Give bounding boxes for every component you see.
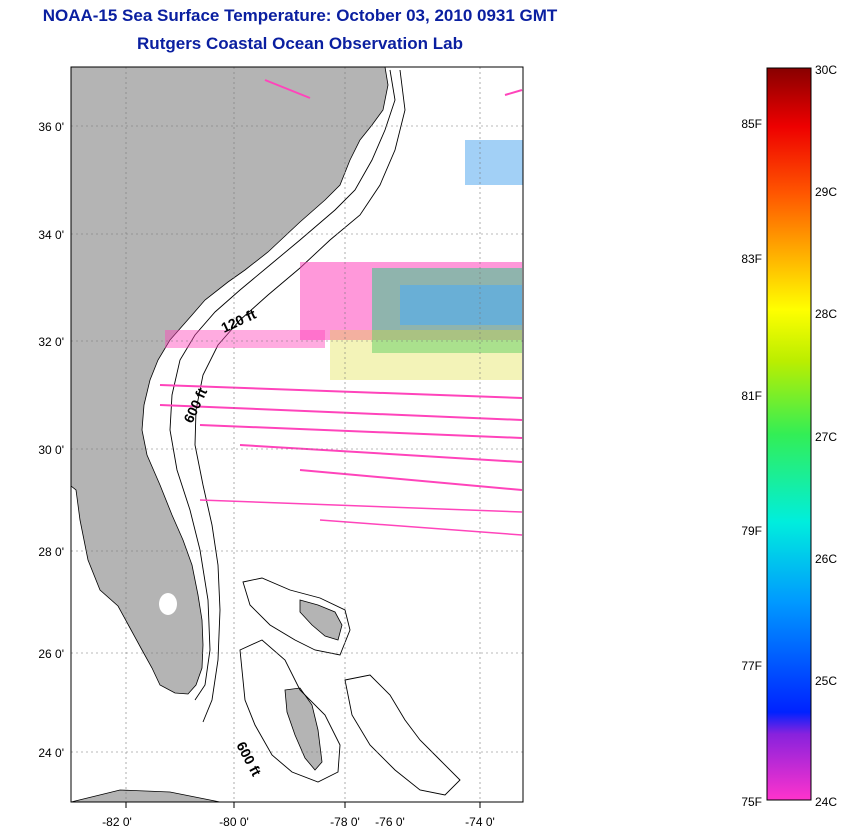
- lat-tick-label: 30 0': [38, 443, 64, 457]
- lat-tick-label: 28 0': [38, 545, 64, 559]
- lon-tick-label: -74 0': [465, 815, 495, 829]
- lake-okeechobee: [159, 593, 177, 615]
- celsius-label: 25C: [815, 674, 837, 688]
- lon-tick-label: -76 0': [375, 815, 405, 829]
- title-line-2: Rutgers Coastal Ocean Observation Lab: [137, 34, 463, 53]
- us-landmass: [71, 67, 389, 695]
- contour-bahamas-2: [239, 639, 341, 783]
- lat-tick-label: 32 0': [38, 335, 64, 349]
- fahrenheit-label: 75F: [741, 795, 762, 809]
- cuba-edge: [71, 789, 221, 802]
- colorbar-gradient: [766, 67, 812, 801]
- celsius-label: 29C: [815, 185, 837, 199]
- grid-lines: [71, 67, 523, 802]
- contour-600ft: [194, 69, 406, 723]
- lon-axis: -82 0' -80 0' -78 0' -76 0' -74 0': [102, 802, 495, 829]
- lat-tick-label: 36 0': [38, 120, 64, 134]
- contour-bahamas-3: [344, 674, 461, 796]
- lat-tick-label: 26 0': [38, 647, 64, 661]
- celsius-label: 30C: [815, 63, 837, 77]
- fahrenheit-label: 77F: [741, 659, 762, 673]
- map-frame: [70, 66, 524, 803]
- lon-tick-label: -80 0': [219, 815, 249, 829]
- fahrenheit-label: 79F: [741, 524, 762, 538]
- celsius-label: 28C: [815, 307, 837, 321]
- fahrenheit-label: 85F: [741, 117, 762, 131]
- sst-swath: [159, 79, 523, 536]
- contour-120ft: [169, 69, 396, 701]
- celsius-label: 27C: [815, 430, 837, 444]
- celsius-label: 24C: [815, 795, 837, 809]
- lat-tick-label: 34 0': [38, 228, 64, 242]
- fahrenheit-label: 83F: [741, 252, 762, 266]
- celsius-label: 26C: [815, 552, 837, 566]
- lon-tick-label: -78 0': [330, 815, 360, 829]
- title-line-1: NOAA-15 Sea Surface Temperature: October…: [42, 6, 558, 25]
- colorbar: 30C 29C 28C 27C 26C 25C 24C 85F 83F 81F …: [741, 63, 837, 809]
- fahrenheit-label: 81F: [741, 389, 762, 403]
- andros-island: [284, 687, 323, 771]
- contour-label-600ft-south: 600 ft: [233, 739, 264, 779]
- lon-tick-label: -82 0': [102, 815, 132, 829]
- lat-tick-label: 24 0': [38, 746, 64, 760]
- lat-axis: 36 0' 34 0' 32 0' 30 0' 28 0' 26 0' 24 0…: [38, 120, 64, 760]
- grand-bahama: [299, 599, 343, 641]
